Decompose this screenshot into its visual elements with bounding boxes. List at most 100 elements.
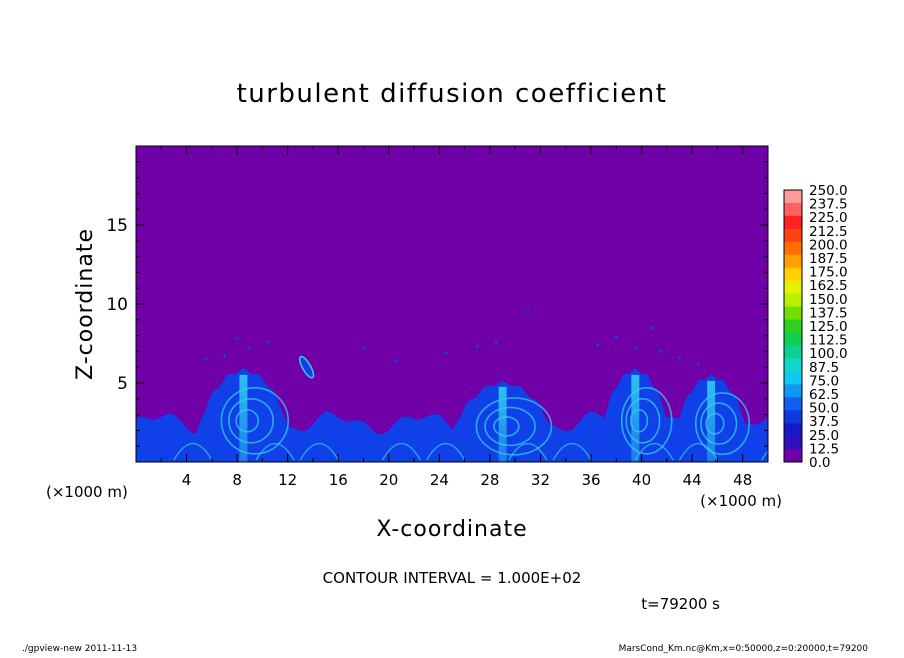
- colorbar-swatch: [784, 254, 802, 269]
- colorbar-swatch: [784, 267, 802, 281]
- colorbar-swatch: [784, 319, 802, 333]
- plume-1-swirl-3: [475, 397, 553, 456]
- colorbar-label: 87.5: [809, 360, 839, 376]
- plume-0-updraft: [239, 374, 248, 462]
- x-tick-label: 16: [329, 471, 348, 489]
- plume-3-swirl-2: [700, 402, 738, 445]
- colorbar-swatch: [784, 371, 802, 385]
- plume-2-swirl-3: [620, 386, 673, 455]
- colorbar-label: 25.0: [809, 428, 839, 444]
- speck-8: [526, 310, 530, 314]
- surface-streak-4: [426, 442, 466, 461]
- colorbar-swatch: [784, 410, 802, 424]
- surface-streak-9: [761, 450, 768, 461]
- colorbar-label: 150.0: [809, 292, 848, 308]
- colorbar-label: 200.0: [809, 237, 848, 253]
- detached-thermal: [298, 355, 315, 379]
- colorbar-swatch: [784, 228, 802, 243]
- colorbar-swatch: [784, 436, 802, 450]
- speck-15: [696, 362, 701, 366]
- speck-14: [677, 356, 682, 360]
- colorbar-label: 100.0: [809, 346, 848, 362]
- colorbar-swatch: [784, 306, 802, 320]
- surface-streak-1: [255, 442, 295, 461]
- plume-0-swirl-3: [220, 386, 289, 455]
- diffusion-field: [136, 310, 768, 462]
- colorbar-swatch: [784, 280, 802, 294]
- x-tick-label: 40: [632, 471, 651, 489]
- surface-streak-8: [678, 442, 719, 461]
- colorbar-swatch: [784, 241, 802, 256]
- colorbar-swatch: [784, 384, 802, 398]
- speck-12: [650, 326, 654, 330]
- footer-left: ./gpview-new 2011-11-13: [22, 644, 137, 654]
- colorbar-label: 137.5: [809, 305, 848, 321]
- x-tick-label: 48: [733, 471, 752, 489]
- colorbar-swatch: [784, 215, 802, 230]
- speck-10: [614, 335, 618, 339]
- y-tick-label: 10: [106, 295, 128, 315]
- colorbar-label: 212.5: [809, 224, 848, 240]
- colorbar: 250.0237.5225.0212.5200.0187.5175.0162.5…: [783, 183, 848, 471]
- colorbar-label: 187.5: [809, 251, 848, 267]
- time-label: t=79200 s: [641, 595, 720, 613]
- y-tick-label: 5: [117, 374, 128, 394]
- surface-streak-2: [299, 442, 339, 461]
- x-tick-label: 32: [531, 471, 550, 489]
- x-tick-label: 12: [278, 471, 297, 489]
- surface-streak-7: [634, 442, 674, 461]
- plume-0-swirl-2: [228, 397, 275, 444]
- colorbar-label: 50.0: [809, 401, 839, 417]
- speck-1: [248, 346, 252, 350]
- x-axis-ticks: 4 8 12 16 20 24 28 32 36 40 44 48: [160, 146, 752, 489]
- x-tick-label: 24: [430, 471, 449, 489]
- speck-6: [444, 351, 448, 355]
- plot-area: [135, 145, 769, 463]
- x-tick-label: 28: [480, 471, 499, 489]
- colorbar-label: 237.5: [809, 197, 848, 213]
- colorbar-swatch: [784, 293, 802, 307]
- speck-3: [222, 354, 227, 358]
- colorbar-label: 0.0: [809, 455, 830, 471]
- colorbar-label: 175.0: [809, 265, 848, 281]
- surface-streak-3: [381, 442, 422, 461]
- speck-4: [203, 357, 208, 361]
- colorbar-swatch: [784, 202, 802, 217]
- surface-streak-6: [552, 442, 592, 461]
- speck-13: [659, 349, 663, 353]
- plume-1-swirl-2: [484, 406, 536, 447]
- x-tick-label: 44: [683, 471, 702, 489]
- colorbar-label: 62.5: [809, 387, 839, 403]
- colorbar-frame: [783, 189, 803, 463]
- colorbar-swatch: [784, 397, 802, 411]
- speck-11: [633, 346, 637, 350]
- colorbar-label: 125.0: [809, 319, 848, 335]
- x-tick-label: 36: [581, 471, 600, 489]
- speck-16: [494, 340, 498, 344]
- plume-1-updraft: [498, 386, 507, 462]
- plume-3-swirl-3: [694, 392, 750, 456]
- x-tick-label: 8: [232, 471, 242, 489]
- x-unit-right: (×1000 m): [700, 492, 782, 510]
- footer-right: MarsCond_Km.nc@Km,x=0:50000,z=0:20000,t=…: [619, 644, 869, 654]
- colorbar-label: 37.5: [809, 414, 839, 430]
- colorbar-swatch: [784, 449, 802, 463]
- y-tick-label: 15: [106, 216, 128, 236]
- speck-0: [235, 337, 239, 341]
- x-tick-label: 20: [379, 471, 398, 489]
- plume-3-updraft: [707, 380, 716, 462]
- colorbar-swatch: [784, 358, 802, 372]
- colorbar-label: 162.5: [809, 278, 848, 294]
- y-axis-label: Z-coordinate: [73, 228, 98, 380]
- speck-17: [393, 359, 397, 363]
- x-tick-label: 4: [182, 471, 192, 489]
- x-axis-label: X-coordinate: [376, 517, 527, 542]
- colorbar-swatch: [784, 345, 802, 359]
- plume-2-updraft: [631, 374, 640, 462]
- x-unit-left: (×1000 m): [46, 483, 128, 501]
- colorbar-label: 12.5: [809, 441, 839, 457]
- chart-title: turbulent diffusion coefficient: [237, 79, 668, 109]
- colorbar-swatch: [784, 190, 802, 204]
- contour-interval: CONTOUR INTERVAL = 1.000E+02: [323, 569, 582, 587]
